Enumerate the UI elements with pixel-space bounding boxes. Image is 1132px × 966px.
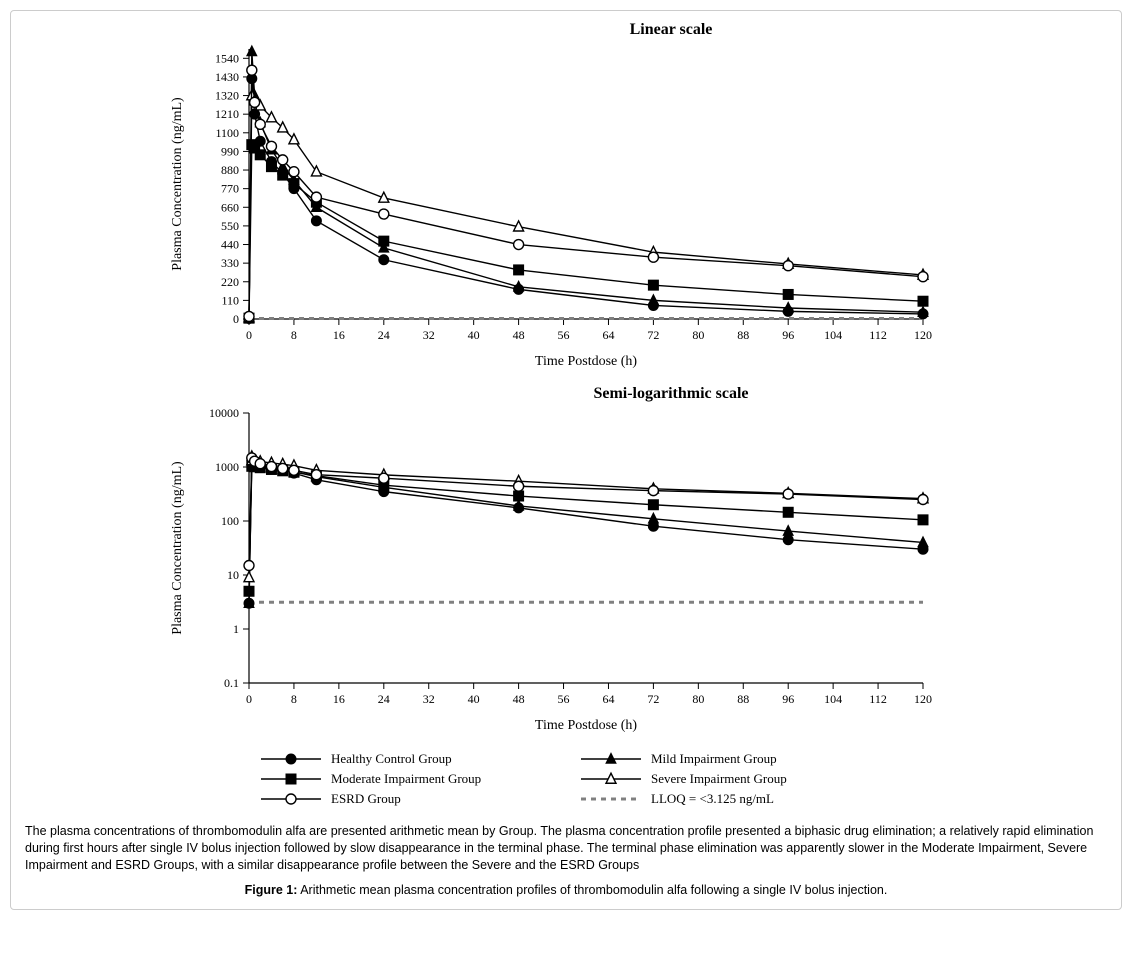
svg-text:48: 48: [513, 692, 525, 706]
svg-text:Moderate Impairment Group: Moderate Impairment Group: [331, 771, 481, 786]
figure-label: Figure 1:: [245, 883, 298, 897]
svg-text:1100: 1100: [215, 126, 239, 140]
svg-text:0.1: 0.1: [224, 676, 239, 690]
svg-text:40: 40: [468, 692, 480, 706]
svg-text:LLOQ = <3.125 ng/mL: LLOQ = <3.125 ng/mL: [651, 791, 774, 806]
figure-container: Linear scale 081624324048566472808896104…: [10, 10, 1122, 910]
svg-text:64: 64: [602, 328, 614, 342]
svg-text:Time Postdose (h): Time Postdose (h): [535, 718, 638, 733]
svg-text:440: 440: [221, 238, 239, 252]
svg-text:0: 0: [246, 692, 252, 706]
svg-text:0: 0: [233, 312, 239, 326]
svg-text:Severe Impairment Group: Severe Impairment Group: [651, 771, 787, 786]
svg-text:72: 72: [647, 328, 659, 342]
svg-text:0: 0: [246, 328, 252, 342]
svg-text:120: 120: [914, 328, 932, 342]
svg-text:1000: 1000: [215, 460, 239, 474]
svg-text:8: 8: [291, 328, 297, 342]
svg-text:96: 96: [782, 692, 794, 706]
svg-text:64: 64: [602, 692, 614, 706]
svg-text:1430: 1430: [215, 70, 239, 84]
svg-text:120: 120: [914, 692, 932, 706]
svg-text:104: 104: [824, 328, 842, 342]
svg-text:Mild Impairment Group: Mild Impairment Group: [651, 751, 777, 766]
svg-text:Healthy Control Group: Healthy Control Group: [331, 751, 452, 766]
log-chart-wrapper: Semi-logarithmic scale 0 8 16 24 32 40 48 56 64 7…: [161, 385, 1121, 743]
svg-text:56: 56: [558, 692, 570, 706]
svg-text:110: 110: [221, 293, 239, 307]
svg-text:1210: 1210: [215, 107, 239, 121]
svg-text:1540: 1540: [215, 51, 239, 65]
svg-text:550: 550: [221, 219, 239, 233]
svg-text:40: 40: [468, 328, 480, 342]
svg-text:88: 88: [737, 692, 749, 706]
svg-text:1320: 1320: [215, 89, 239, 103]
svg-text:104: 104: [824, 692, 842, 706]
linear-chart: 0 8 16 24 32 40 48 56 64 72 80 88 96 104 112 120 0 110 220…: [161, 39, 941, 379]
svg-text:660: 660: [221, 200, 239, 214]
caption-line: Figure 1: Arithmetic mean plasma concent…: [11, 874, 1121, 899]
linear-chart-title: Linear scale: [221, 21, 1121, 39]
log-chart: 0 8 16 24 32 40 48 56 64 72 80 88 96 104 112 120 0.1 1 10 1…: [161, 403, 941, 743]
svg-text:48: 48: [513, 328, 525, 342]
svg-text:32: 32: [423, 692, 435, 706]
legend-wrapper: Healthy Control Group Mild Impairment Gro…: [251, 747, 1121, 817]
svg-text:88: 88: [737, 328, 749, 342]
caption-body: The plasma concentrations of thrombomodu…: [11, 817, 1121, 874]
svg-text:Plasma Concentration (ng/mL): Plasma Concentration (ng/mL): [170, 461, 185, 635]
figure-caption-text: Arithmetic mean plasma concentration pro…: [297, 883, 887, 897]
svg-text:112: 112: [869, 328, 887, 342]
svg-text:80: 80: [692, 692, 704, 706]
linear-chart-wrapper: Linear scale 0 8 16 24 32 40 48 56 64 72 80 88 96 104…: [161, 21, 1121, 379]
svg-text:24: 24: [378, 692, 390, 706]
svg-text:770: 770: [221, 182, 239, 196]
svg-text:220: 220: [221, 275, 239, 289]
svg-text:72: 72: [647, 692, 659, 706]
svg-text:ESRD Group: ESRD Group: [331, 791, 401, 806]
svg-text:24: 24: [378, 328, 390, 342]
svg-text:32: 32: [423, 328, 435, 342]
svg-text:100: 100: [221, 514, 239, 528]
svg-text:Plasma Concentration (ng/mL): Plasma Concentration (ng/mL): [170, 97, 185, 271]
svg-text:16: 16: [333, 328, 345, 342]
legend: Healthy Control Group Mild Impairment Gro…: [251, 747, 951, 817]
svg-text:10000: 10000: [209, 406, 239, 420]
svg-text:96: 96: [782, 328, 794, 342]
svg-text:8: 8: [291, 692, 297, 706]
svg-text:Time Postdose (h): Time Postdose (h): [535, 354, 638, 369]
svg-text:112: 112: [869, 692, 887, 706]
svg-text:10: 10: [227, 568, 239, 582]
svg-text:1: 1: [233, 622, 239, 636]
svg-text:990: 990: [221, 144, 239, 158]
svg-text:80: 80: [692, 328, 704, 342]
svg-text:880: 880: [221, 163, 239, 177]
log-chart-title: Semi-logarithmic scale: [221, 385, 1121, 403]
svg-text:16: 16: [333, 692, 345, 706]
svg-text:56: 56: [558, 328, 570, 342]
svg-text:330: 330: [221, 256, 239, 270]
